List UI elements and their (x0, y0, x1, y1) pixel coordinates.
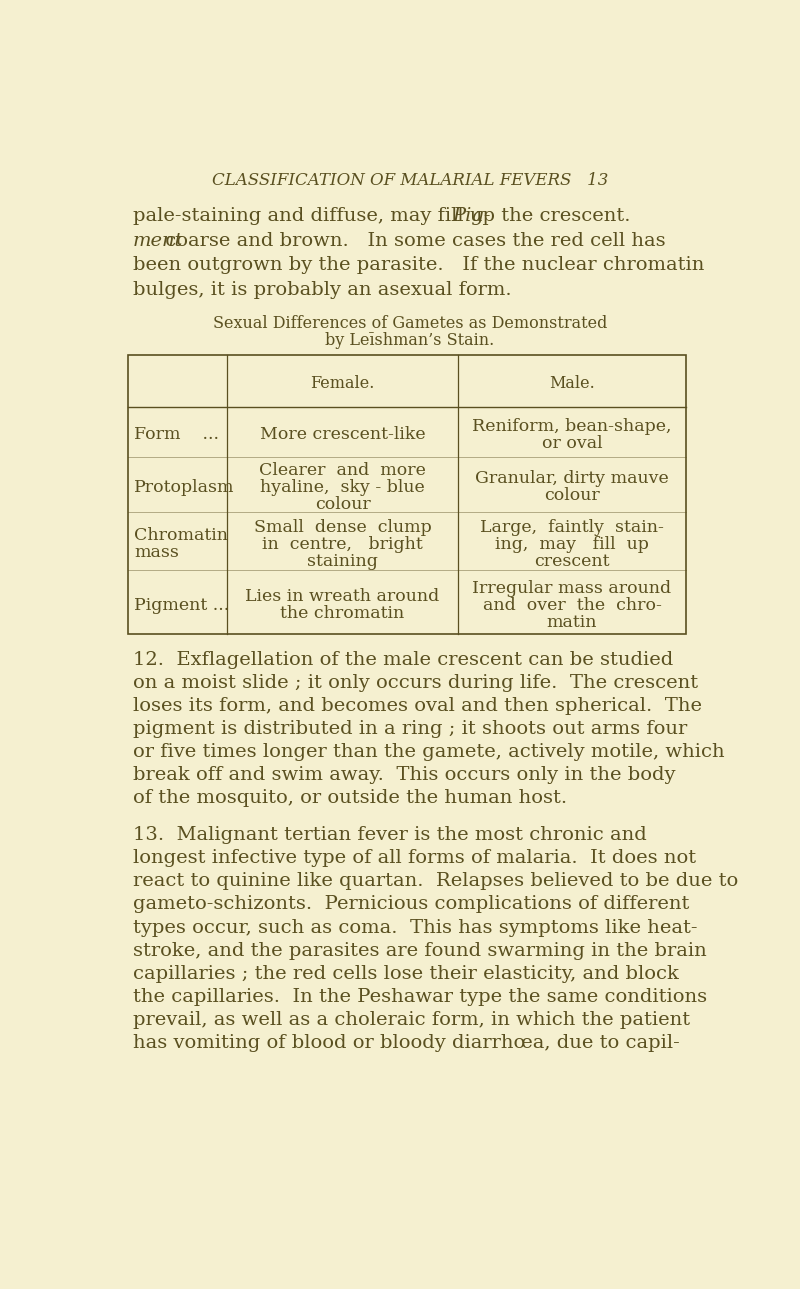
Text: Large,  faintly  stain-: Large, faintly stain- (480, 519, 664, 536)
Text: capillaries ; the red cells lose their elasticity, and block: capillaries ; the red cells lose their e… (133, 964, 678, 982)
Text: crescent: crescent (534, 553, 610, 570)
Text: loses its form, and becomes oval and then spherical.  The: loses its form, and becomes oval and the… (133, 697, 702, 715)
Text: Protoplasm: Protoplasm (134, 478, 234, 496)
Text: by Leīshman’s Stain.: by Leīshman’s Stain. (326, 331, 494, 349)
Text: longest infective type of all forms of malaria.  It does not: longest infective type of all forms of m… (133, 849, 696, 867)
Text: Small  dense  clump: Small dense clump (254, 519, 431, 536)
Text: CLASSIFICATION OF MALARIAL FEVERS   13: CLASSIFICATION OF MALARIAL FEVERS 13 (212, 171, 608, 188)
Text: been outgrown by the parasite.   If the nuclear chromatin: been outgrown by the parasite. If the nu… (133, 257, 704, 275)
Text: ment: ment (133, 232, 183, 250)
Text: Form    ...: Form ... (134, 427, 219, 443)
Text: of the mosquito, or outside the human host.: of the mosquito, or outside the human ho… (133, 789, 566, 807)
Text: or five times longer than the gamete, actively motile, which: or five times longer than the gamete, ac… (133, 742, 724, 761)
Text: colour: colour (314, 496, 370, 513)
Text: staining: staining (307, 553, 378, 570)
Text: prevail, as well as a choleraic form, in which the patient: prevail, as well as a choleraic form, in… (133, 1011, 690, 1029)
Text: Clearer  and  more: Clearer and more (259, 461, 426, 480)
Text: has vomiting of blood or bloody diarrhœa, due to capil-: has vomiting of blood or bloody diarrhœa… (133, 1034, 679, 1052)
Text: pale-staining and diffuse, may fill up the crescent.: pale-staining and diffuse, may fill up t… (133, 208, 649, 226)
Text: coarse and brown.   In some cases the red cell has: coarse and brown. In some cases the red … (159, 232, 666, 250)
Text: Male.: Male. (549, 375, 595, 392)
Text: break off and swim away.  This occurs only in the body: break off and swim away. This occurs onl… (133, 766, 675, 784)
Text: colour: colour (544, 487, 600, 504)
Text: hyaline,  sky - blue: hyaline, sky - blue (260, 478, 425, 496)
Text: Chromatin: Chromatin (134, 527, 228, 544)
Text: Female.: Female. (310, 375, 374, 392)
Text: the chromatin: the chromatin (281, 605, 405, 623)
Text: Sexual Differences of Gametes as Demonstrated: Sexual Differences of Gametes as Demonst… (213, 315, 607, 331)
Text: 13.  Malignant tertian fever is the most chronic and: 13. Malignant tertian fever is the most … (133, 826, 646, 844)
Text: types occur, such as coma.  This has symptoms like heat-: types occur, such as coma. This has symp… (133, 919, 697, 937)
Text: the capillaries.  In the Peshawar type the same conditions: the capillaries. In the Peshawar type th… (133, 987, 706, 1005)
Bar (128, 354, 686, 634)
Text: in  centre,   bright: in centre, bright (262, 536, 423, 553)
Text: gameto-schizonts.  Pernicious complications of different: gameto-schizonts. Pernicious complicatio… (133, 896, 689, 914)
Text: Pig-: Pig- (452, 208, 490, 226)
Text: More crescent-like: More crescent-like (260, 427, 426, 443)
Text: react to quinine like quartan.  Relapses believed to be due to: react to quinine like quartan. Relapses … (133, 873, 738, 891)
Text: Pigment ...: Pigment ... (134, 597, 230, 614)
Text: ing,  may   fill  up: ing, may fill up (495, 536, 649, 553)
Text: Irregular mass around: Irregular mass around (473, 580, 671, 597)
Text: bulges, it is probably an asexual form.: bulges, it is probably an asexual form. (133, 281, 511, 299)
Text: 12.  Exflagellation of the male crescent can be studied: 12. Exflagellation of the male crescent … (133, 651, 673, 669)
Text: and  over  the  chro-: and over the chro- (482, 597, 662, 614)
Text: or oval: or oval (542, 434, 602, 452)
Text: Granular, dirty mauve: Granular, dirty mauve (475, 470, 669, 487)
Text: Reniform, bean-shape,: Reniform, bean-shape, (472, 418, 672, 434)
Text: matin: matin (546, 614, 598, 630)
Text: mass: mass (134, 544, 179, 561)
Text: Lies in wreath around: Lies in wreath around (246, 588, 440, 606)
Text: pigment is distributed in a ring ; it shoots out arms four: pigment is distributed in a ring ; it sh… (133, 719, 686, 737)
Text: on a moist slide ; it only occurs during life.  The crescent: on a moist slide ; it only occurs during… (133, 674, 698, 692)
Text: stroke, and the parasites are found swarming in the brain: stroke, and the parasites are found swar… (133, 942, 706, 959)
